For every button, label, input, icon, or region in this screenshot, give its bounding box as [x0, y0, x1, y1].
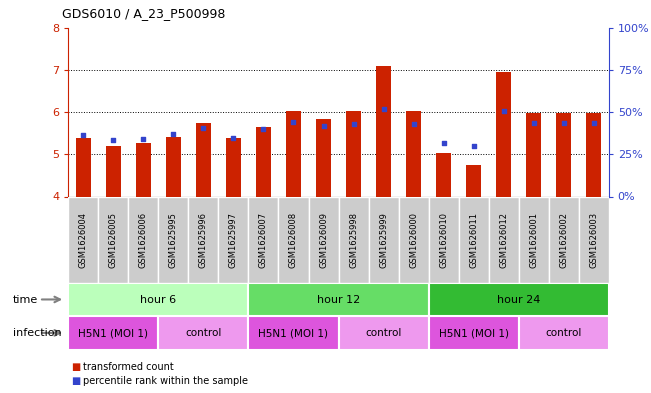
Text: ■: ■	[72, 376, 81, 386]
Point	[438, 140, 449, 146]
Text: GSM1626003: GSM1626003	[589, 212, 598, 268]
Text: GSM1626011: GSM1626011	[469, 212, 478, 268]
Text: GSM1626004: GSM1626004	[79, 212, 88, 268]
Text: GSM1625998: GSM1625998	[349, 212, 358, 268]
Text: GSM1625995: GSM1625995	[169, 212, 178, 268]
Bar	[376, 66, 391, 196]
Bar	[339, 316, 428, 350]
Bar	[196, 123, 211, 196]
Bar	[466, 165, 481, 196]
Point	[499, 108, 509, 114]
Text: ■: ■	[72, 362, 81, 373]
Point	[258, 126, 269, 132]
Text: hour 12: hour 12	[317, 295, 360, 305]
Text: control: control	[546, 328, 582, 338]
Bar	[68, 196, 98, 283]
Point	[318, 123, 329, 129]
Text: GSM1625999: GSM1625999	[379, 212, 388, 268]
Text: GSM1626001: GSM1626001	[529, 212, 538, 268]
Bar	[346, 111, 361, 196]
Bar	[158, 196, 188, 283]
Point	[529, 119, 539, 126]
Bar	[158, 316, 249, 350]
Text: time: time	[13, 295, 38, 305]
Bar	[398, 196, 428, 283]
Bar	[406, 111, 421, 196]
Bar	[556, 113, 571, 196]
Bar	[249, 316, 339, 350]
Bar	[549, 196, 579, 283]
Text: infection: infection	[13, 328, 62, 338]
Text: GSM1626010: GSM1626010	[439, 212, 448, 268]
Point	[589, 120, 599, 127]
Bar	[339, 196, 368, 283]
Text: GDS6010 / A_23_P500998: GDS6010 / A_23_P500998	[62, 7, 225, 20]
Bar	[219, 196, 249, 283]
Bar	[256, 127, 271, 196]
Text: GSM1626005: GSM1626005	[109, 212, 118, 268]
Text: GSM1626012: GSM1626012	[499, 212, 508, 268]
Point	[408, 121, 419, 127]
Text: transformed count: transformed count	[83, 362, 173, 373]
Point	[469, 143, 479, 149]
Text: GSM1626000: GSM1626000	[409, 212, 418, 268]
Text: GSM1626008: GSM1626008	[289, 212, 298, 268]
Bar	[489, 196, 519, 283]
Bar	[98, 196, 128, 283]
Bar	[428, 196, 458, 283]
Bar	[188, 196, 219, 283]
Point	[168, 131, 178, 137]
Text: GSM1626007: GSM1626007	[259, 212, 268, 268]
Text: H5N1 (MOI 1): H5N1 (MOI 1)	[439, 328, 508, 338]
Bar	[249, 196, 279, 283]
Text: GSM1625996: GSM1625996	[199, 212, 208, 268]
Bar	[579, 196, 609, 283]
Bar	[428, 283, 609, 316]
Text: GSM1625997: GSM1625997	[229, 212, 238, 268]
Point	[288, 119, 299, 125]
Bar	[586, 113, 601, 196]
Text: hour 6: hour 6	[141, 295, 176, 305]
Point	[198, 125, 208, 131]
Bar	[226, 138, 241, 196]
Bar	[76, 138, 91, 196]
Text: GSM1626009: GSM1626009	[319, 212, 328, 268]
Text: H5N1 (MOI 1): H5N1 (MOI 1)	[78, 328, 148, 338]
Bar	[68, 316, 158, 350]
Bar	[279, 196, 309, 283]
Bar	[519, 196, 549, 283]
Point	[78, 132, 89, 138]
Bar	[526, 113, 541, 196]
Bar	[428, 316, 519, 350]
Bar	[128, 196, 158, 283]
Bar	[436, 153, 451, 196]
Text: percentile rank within the sample: percentile rank within the sample	[83, 376, 247, 386]
Bar	[458, 196, 489, 283]
Point	[138, 136, 148, 142]
Bar	[166, 136, 181, 196]
Text: hour 24: hour 24	[497, 295, 540, 305]
Point	[559, 120, 569, 127]
Bar	[496, 72, 511, 196]
Text: H5N1 (MOI 1): H5N1 (MOI 1)	[258, 328, 329, 338]
Text: control: control	[365, 328, 402, 338]
Point	[108, 137, 118, 143]
Bar	[136, 143, 151, 196]
Bar	[316, 119, 331, 196]
Bar	[368, 196, 398, 283]
Bar	[519, 316, 609, 350]
Bar	[286, 111, 301, 196]
Bar	[249, 283, 428, 316]
Point	[378, 106, 389, 112]
Text: control: control	[186, 328, 221, 338]
Text: GSM1626006: GSM1626006	[139, 212, 148, 268]
Point	[229, 135, 239, 141]
Point	[348, 121, 359, 127]
Bar	[106, 146, 121, 196]
Text: GSM1626002: GSM1626002	[559, 212, 568, 268]
Bar	[68, 283, 249, 316]
Bar	[309, 196, 339, 283]
